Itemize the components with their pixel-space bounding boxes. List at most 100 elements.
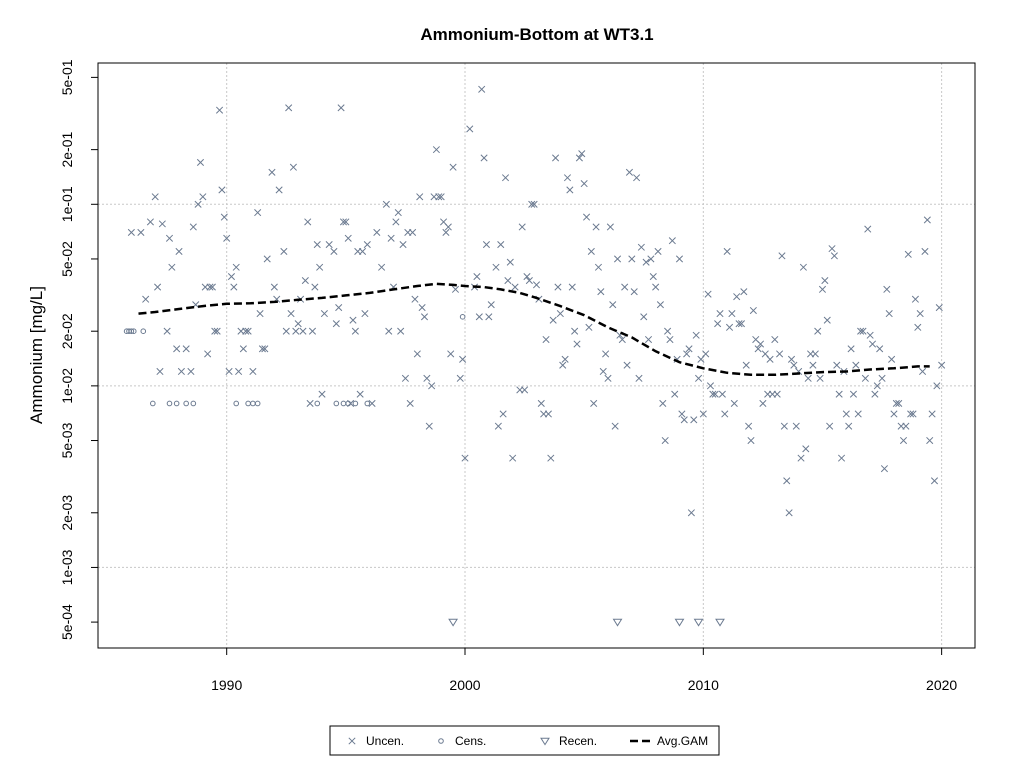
uncensored-point	[261, 345, 269, 353]
censored-point	[254, 400, 261, 407]
uncensored-point	[497, 241, 505, 249]
uncensored-point	[230, 283, 238, 291]
uncensored-point	[802, 445, 810, 453]
uncensored-point	[582, 213, 591, 221]
uncensored-point	[690, 416, 698, 424]
uncensored-point	[530, 200, 538, 208]
uncensored-point	[456, 374, 464, 382]
uncensored-point	[861, 374, 869, 382]
recensored-point	[674, 618, 685, 627]
uncensored-point	[680, 416, 688, 424]
uncensored-point	[666, 335, 674, 344]
uncensored-point	[935, 303, 943, 312]
uncensored-point	[127, 228, 135, 236]
uncensored-point	[835, 390, 843, 398]
uncensored-point	[211, 327, 219, 335]
uncensored-point	[611, 422, 619, 430]
uncensored-point	[292, 327, 300, 335]
uncensored-point	[792, 422, 800, 430]
x-tick-label: 2000	[449, 677, 480, 693]
uncensored-point	[895, 399, 903, 408]
uncensored-point	[702, 350, 710, 358]
uncensored-point	[878, 374, 886, 382]
uncensored-point	[590, 399, 598, 408]
uncensored-point	[635, 374, 643, 382]
uncensored-point	[930, 477, 939, 485]
uncensored-point	[914, 323, 922, 331]
y-tick-label: 5e-01	[59, 59, 75, 95]
uncensored-point	[285, 104, 293, 112]
uncensored-point	[420, 313, 429, 321]
uncensored-point	[668, 237, 676, 245]
uncensored-point	[194, 200, 202, 208]
x-tick-label: 2010	[688, 677, 719, 693]
uncensored-point	[358, 247, 367, 255]
uncensored-point	[385, 327, 393, 335]
uncensored-point	[766, 355, 774, 363]
uncensored-point	[459, 355, 467, 363]
uncensored-point	[845, 422, 853, 430]
y-tick-label: 2e-02	[59, 313, 75, 349]
uncensored-point	[857, 327, 865, 335]
uncensored-point	[187, 367, 195, 376]
recensored-point	[540, 737, 550, 746]
uncensored-point	[196, 158, 205, 167]
uncensored-point	[547, 454, 555, 462]
uncensored-point	[938, 361, 946, 369]
uncensored-point	[854, 410, 862, 418]
uncensored-point	[928, 410, 936, 418]
uncensored-point	[242, 327, 250, 335]
uncensored-point	[580, 180, 588, 188]
uncensored-point	[628, 255, 636, 263]
uncensored-point	[866, 331, 874, 339]
uncensored-point	[397, 327, 405, 335]
legend-label: Cens.	[455, 734, 486, 748]
uncensored-point	[299, 327, 307, 335]
uncensored-point	[780, 422, 788, 430]
uncensored-point	[478, 85, 486, 93]
uncensored-point	[301, 277, 309, 285]
legend-label: Uncen.	[366, 734, 404, 748]
uncensored-point	[568, 283, 576, 291]
uncensored-point	[544, 410, 552, 418]
uncensored-point	[435, 193, 443, 201]
uncensored-point	[156, 367, 164, 376]
uncensored-point	[904, 250, 912, 258]
uncensored-point	[158, 220, 166, 228]
uncensored-point	[659, 399, 667, 408]
uncensored-point	[499, 410, 507, 418]
uncensored-point	[208, 283, 216, 291]
uncensored-point	[232, 263, 240, 271]
uncensored-point	[899, 436, 908, 445]
uncensored-point	[837, 454, 846, 462]
y-tick-label: 1e-02	[59, 368, 75, 404]
uncensored-point	[592, 223, 600, 231]
censored-point	[150, 400, 156, 407]
censored-point	[140, 328, 147, 335]
uncensored-point	[416, 193, 424, 201]
uncensored-point	[335, 303, 343, 312]
uncensored-point	[826, 422, 834, 430]
uncensored-point	[254, 209, 262, 217]
uncensored-point	[771, 335, 779, 344]
uncensored-point	[892, 399, 900, 408]
uncensored-point	[330, 247, 338, 255]
uncensored-point	[151, 193, 159, 201]
uncensored-point	[313, 241, 321, 249]
uncensored-point	[487, 301, 495, 309]
uncensored-point	[661, 436, 669, 445]
uncensored-point	[506, 258, 514, 266]
uncensored-point	[923, 216, 931, 224]
uncensored-point	[344, 234, 352, 242]
uncensored-point	[675, 255, 684, 263]
censored-point	[459, 314, 466, 320]
y-tick-label: 2e-03	[59, 495, 75, 531]
uncensored-point	[823, 316, 831, 324]
uncensored-point	[332, 320, 340, 328]
uncensored-point	[325, 241, 333, 249]
uncensored-point	[740, 288, 748, 296]
uncensored-point	[933, 382, 941, 390]
uncensored-point	[885, 310, 893, 318]
